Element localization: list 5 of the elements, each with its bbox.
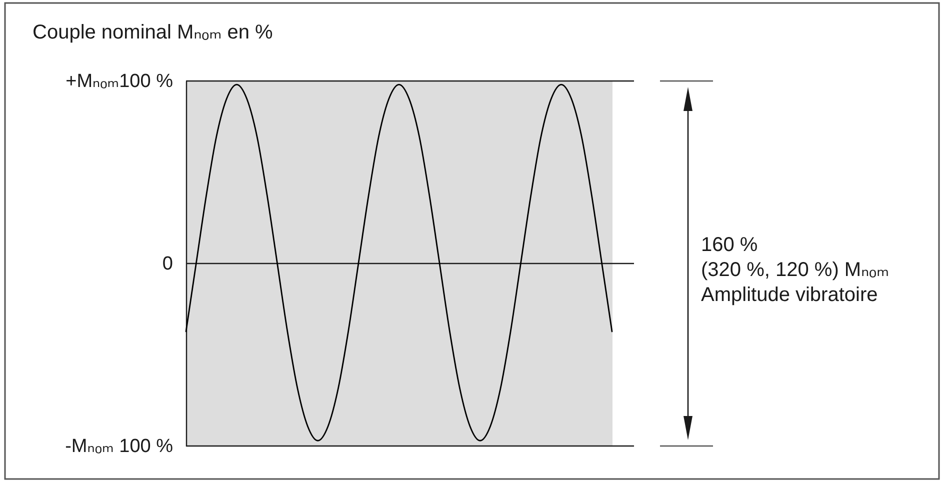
text: 160 % (320 %, 120 %) Mₙₒₘ Amplitude vibratoire bbox=[701, 234, 890, 306]
ref-line-label: -Mₙₒₘ 100 % bbox=[65, 436, 174, 457]
ref-line-label: +Mₙₒₘ100 % bbox=[66, 71, 174, 92]
ref-line-label: 0 bbox=[162, 254, 173, 274]
y-axis-title: Couple nominal Mₙₒₘ en % bbox=[32, 22, 274, 44]
